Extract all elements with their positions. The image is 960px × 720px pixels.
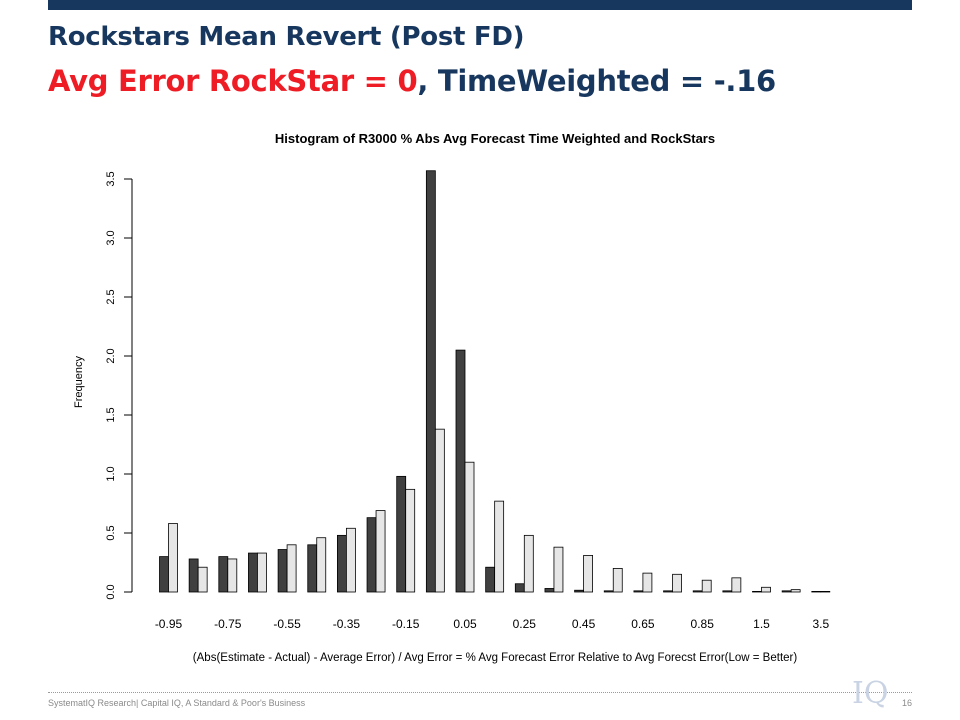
bar-series-1--0.05 <box>425 170 436 593</box>
bar-series-2-0.75 <box>672 573 682 593</box>
y-tick-label: 0.0 <box>105 584 117 599</box>
subtitle-timeweighted-error: TimeWeighted = -.16 <box>437 64 776 98</box>
bar-series-1-0.65 <box>633 590 644 593</box>
x-tick-label: -0.75 <box>214 617 242 631</box>
y-tick-label: 1.0 <box>105 466 117 481</box>
bar-series-2-0.25 <box>523 534 534 593</box>
bar-series-1--0.45 <box>307 544 318 593</box>
bar-series-2--0.55 <box>286 544 297 593</box>
bar-series-1-0.95 <box>722 590 733 593</box>
bar-series-2-0.65 <box>642 572 653 593</box>
bar-series-1-0.15 <box>485 566 496 593</box>
x-tick-label: 0.45 <box>572 617 596 631</box>
page-number: 16 <box>901 698 912 708</box>
bar-series-1-0.85 <box>692 590 703 593</box>
bar-series-2--0.05 <box>434 428 445 593</box>
histogram-chart: Histogram of R3000 % Abs Avg Forecast Ti… <box>73 131 831 664</box>
bar-series-2--0.25 <box>375 510 386 593</box>
bar-series-2-0.45 <box>583 555 593 593</box>
bar-series-1--0.65 <box>248 552 258 593</box>
y-tick-label: 0.5 <box>105 525 117 540</box>
bar-series-1--0.55 <box>277 549 288 593</box>
footer-logo: IQ <box>852 676 889 711</box>
y-tick-label: 3.5 <box>105 171 117 186</box>
y-tick-label: 1.5 <box>105 407 117 422</box>
y-axis-label: Frequency <box>73 356 85 408</box>
subtitle-separator: , <box>417 64 438 98</box>
bar-series-2-3.5 <box>820 590 831 593</box>
footer-text: SystematIQ Research| Capital IQ, A Stand… <box>48 698 306 708</box>
bar-series-1-2.5 <box>781 590 792 593</box>
top-accent-bar <box>48 0 912 10</box>
bar-series-2-0.55 <box>612 567 623 593</box>
y-tick-label: 2.0 <box>105 348 117 363</box>
bar-series-1--0.15 <box>396 475 407 593</box>
bar-series-1-0.05 <box>455 349 466 593</box>
bar-series-2-2.5 <box>790 589 801 593</box>
bar-series-2--0.65 <box>257 552 267 593</box>
bars-group <box>159 170 831 593</box>
bar-series-1-0.35 <box>544 588 555 593</box>
x-tick-label: 0.05 <box>453 617 477 631</box>
slide-subtitle: Avg Error RockStar = 0, TimeWeighted = -… <box>48 64 776 98</box>
bar-series-2-0.05 <box>464 461 475 593</box>
bar-series-1--0.95 <box>159 556 169 593</box>
x-tick-label: 3.5 <box>812 617 829 631</box>
bar-series-1-0.75 <box>663 590 673 593</box>
y-axis-ticks: 0.0 0.5 1.0 1.5 2.0 2.5 3.0 3.5 <box>105 171 132 600</box>
x-tick-label: -0.15 <box>392 617 420 631</box>
chart-title: Histogram of R3000 % Abs Avg Forecast Ti… <box>275 131 715 146</box>
x-tick-label: 1.5 <box>753 617 770 631</box>
bar-series-1-0.45 <box>574 589 584 593</box>
bar-series-1-0.25 <box>514 583 525 593</box>
bar-series-2--0.15 <box>405 488 416 593</box>
x-tick-label: 0.65 <box>631 617 655 631</box>
bar-series-2-0.35 <box>553 546 564 593</box>
bar-series-2-0.15 <box>494 500 505 593</box>
x-axis-label: (Abs(Estimate - Actual) - Average Error)… <box>193 652 798 664</box>
bar-series-2--0.45 <box>316 537 327 593</box>
x-axis-ticks: -0.95 -0.75 -0.55 -0.35 -0.15 0.05 0.25 0.45 0.6… <box>155 617 830 631</box>
bar-series-2-1.5 <box>761 586 771 593</box>
x-tick-label: 0.25 <box>513 617 537 631</box>
x-tick-label: 0.85 <box>691 617 715 631</box>
y-tick-label: 3.0 <box>105 230 117 245</box>
bar-series-1--0.35 <box>336 534 347 593</box>
x-tick-label: -0.35 <box>333 617 361 631</box>
bar-series-1--0.25 <box>366 517 377 593</box>
bar-series-1-1.5 <box>752 590 762 593</box>
y-tick-label: 2.5 <box>105 289 117 304</box>
footer-divider <box>48 692 912 693</box>
slide-title: Rockstars Mean Revert (Post FD) <box>48 22 525 52</box>
bar-series-2--0.35 <box>345 527 356 593</box>
bar-series-1--0.85 <box>188 558 199 593</box>
bar-series-2-0.95 <box>731 577 742 593</box>
x-tick-label: -0.95 <box>155 617 183 631</box>
subtitle-rockstar-error: Avg Error RockStar = 0 <box>48 64 418 98</box>
x-tick-label: -0.55 <box>273 617 301 631</box>
bar-series-2-0.85 <box>701 579 712 593</box>
bar-series-2--0.95 <box>168 523 178 593</box>
bar-series-1--0.75 <box>218 556 229 593</box>
bar-series-2--0.85 <box>197 566 208 593</box>
bar-series-1-3.5 <box>811 590 822 593</box>
bar-series-1-0.55 <box>603 590 614 593</box>
bar-series-2--0.75 <box>227 558 238 593</box>
